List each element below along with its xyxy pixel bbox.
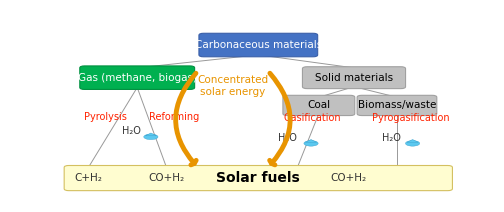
- FancyBboxPatch shape: [283, 95, 355, 116]
- Polygon shape: [145, 133, 156, 136]
- FancyBboxPatch shape: [302, 67, 406, 89]
- Text: H₂O: H₂O: [279, 133, 297, 143]
- Text: Biomass/waste: Biomass/waste: [358, 100, 436, 110]
- FancyBboxPatch shape: [357, 95, 437, 116]
- Text: CO+H₂: CO+H₂: [149, 173, 184, 183]
- Polygon shape: [305, 139, 317, 142]
- Text: Reforming: Reforming: [149, 112, 200, 122]
- Ellipse shape: [304, 141, 318, 146]
- Text: Concentrated
solar energy: Concentrated solar energy: [198, 75, 269, 97]
- Text: Pyrolysis: Pyrolysis: [85, 112, 128, 122]
- Text: Gasification: Gasification: [284, 113, 341, 123]
- Text: H₂O: H₂O: [382, 133, 401, 143]
- Text: Solar fuels: Solar fuels: [216, 171, 300, 185]
- FancyBboxPatch shape: [64, 166, 453, 191]
- Text: Gas (methane, biogas): Gas (methane, biogas): [78, 73, 197, 83]
- Ellipse shape: [144, 134, 158, 140]
- FancyBboxPatch shape: [199, 33, 318, 57]
- Polygon shape: [407, 139, 418, 142]
- Text: Carbonaceous materials: Carbonaceous materials: [195, 40, 322, 50]
- Text: Solid materials: Solid materials: [315, 73, 393, 83]
- FancyBboxPatch shape: [80, 66, 195, 89]
- Text: Pyrogasification: Pyrogasification: [371, 113, 449, 123]
- Text: Coal: Coal: [307, 100, 331, 110]
- Text: C+H₂: C+H₂: [75, 173, 102, 183]
- Ellipse shape: [406, 141, 420, 146]
- Text: CO+H₂: CO+H₂: [330, 173, 366, 183]
- Text: H₂O: H₂O: [122, 126, 141, 136]
